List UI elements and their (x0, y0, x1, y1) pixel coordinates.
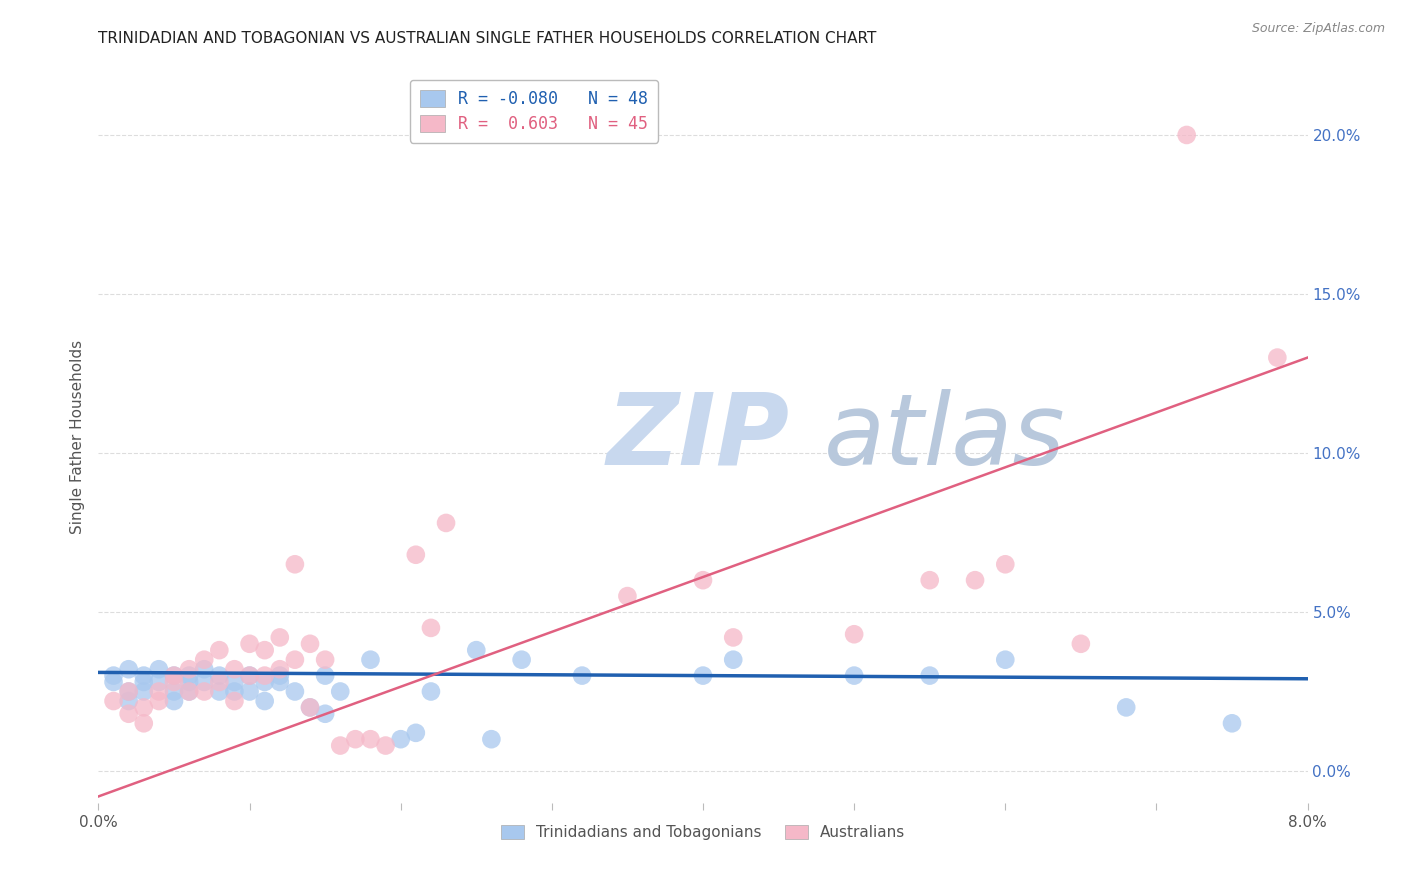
Point (405, 548, 427, 562)
Point (208, 643, 231, 657)
Point (179, 684, 201, 698)
Point (1220, 716, 1243, 731)
Point (132, 668, 155, 682)
Point (179, 662, 201, 676)
Point (299, 700, 322, 714)
Point (239, 668, 262, 682)
Point (179, 668, 201, 682)
Point (918, 573, 941, 587)
Point (163, 668, 186, 682)
Point (118, 694, 141, 708)
Point (510, 653, 533, 667)
Point (692, 573, 714, 587)
Point (253, 694, 276, 708)
Point (103, 668, 125, 682)
Point (1175, 128, 1198, 142)
Point (844, 668, 866, 682)
Point (616, 589, 638, 603)
Point (918, 668, 941, 682)
Point (434, 516, 457, 530)
Point (103, 694, 125, 708)
Point (1115, 700, 1137, 714)
Point (994, 558, 1017, 572)
Point (148, 662, 170, 676)
Point (208, 684, 231, 698)
Point (224, 662, 246, 676)
Point (132, 700, 155, 714)
Point (118, 706, 141, 721)
Point (329, 684, 352, 698)
Point (314, 668, 336, 682)
Point (193, 662, 215, 676)
Point (239, 684, 262, 698)
Point (148, 684, 170, 698)
Point (148, 694, 170, 708)
Text: TRINIDADIAN AND TOBAGONIAN VS AUSTRALIAN SINGLE FATHER HOUSEHOLDS CORRELATION CH: TRINIDADIAN AND TOBAGONIAN VS AUSTRALIAN… (98, 31, 877, 46)
Text: ZIP: ZIP (606, 389, 789, 485)
Point (329, 739, 352, 753)
Point (224, 694, 246, 708)
Point (132, 716, 155, 731)
Point (420, 621, 443, 635)
Point (481, 732, 503, 747)
Text: atlas: atlas (824, 389, 1066, 485)
Point (344, 732, 367, 747)
Point (163, 668, 186, 682)
Point (224, 675, 246, 690)
Point (269, 631, 291, 645)
Point (374, 739, 396, 753)
Point (420, 684, 443, 698)
Legend: Trinidadians and Tobagonians, Australians: Trinidadians and Tobagonians, Australian… (495, 819, 911, 847)
Point (723, 653, 745, 667)
Point (269, 675, 291, 690)
Point (253, 668, 276, 682)
Point (193, 653, 215, 667)
Point (571, 668, 593, 682)
Point (284, 558, 307, 572)
Point (132, 684, 155, 698)
Point (360, 653, 382, 667)
Point (360, 732, 382, 747)
Point (1267, 351, 1289, 365)
Point (299, 637, 322, 651)
Point (132, 675, 155, 690)
Point (284, 653, 307, 667)
Point (692, 668, 714, 682)
Point (1070, 637, 1092, 651)
Point (193, 675, 215, 690)
Point (239, 637, 262, 651)
Point (163, 684, 186, 698)
Point (118, 684, 141, 698)
Point (163, 675, 186, 690)
Point (118, 662, 141, 676)
Y-axis label: Single Father Households: Single Father Households (69, 340, 84, 534)
Point (253, 643, 276, 657)
Point (208, 675, 231, 690)
Point (208, 668, 231, 682)
Point (163, 694, 186, 708)
Point (284, 684, 307, 698)
Point (965, 573, 987, 587)
Point (994, 653, 1017, 667)
Point (723, 631, 745, 645)
Point (844, 627, 866, 641)
Point (269, 662, 291, 676)
Point (299, 700, 322, 714)
Text: Source: ZipAtlas.com: Source: ZipAtlas.com (1251, 22, 1385, 36)
Point (179, 684, 201, 698)
Point (118, 684, 141, 698)
Point (314, 706, 336, 721)
Point (314, 653, 336, 667)
Point (269, 668, 291, 682)
Point (465, 643, 488, 657)
Point (389, 732, 412, 747)
Point (148, 675, 170, 690)
Point (224, 684, 246, 698)
Point (239, 668, 262, 682)
Point (405, 726, 427, 740)
Point (103, 675, 125, 690)
Point (193, 684, 215, 698)
Point (179, 675, 201, 690)
Point (253, 675, 276, 690)
